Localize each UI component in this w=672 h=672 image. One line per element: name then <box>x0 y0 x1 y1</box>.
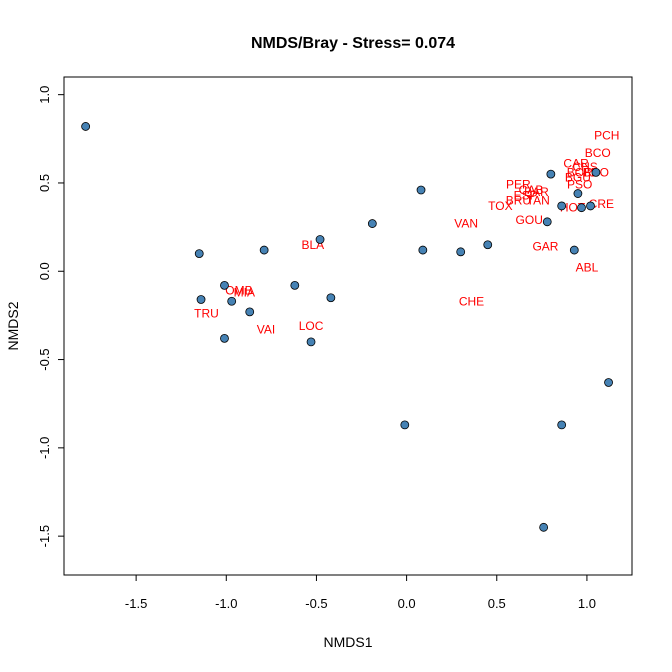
data-point <box>577 203 586 213</box>
x-tick-label: -0.5 <box>305 596 327 611</box>
data-point <box>315 235 325 244</box>
data-point <box>557 201 567 211</box>
x-tick-label: 1.0 <box>578 596 596 611</box>
data-point <box>400 420 410 430</box>
site-label-chs: CHS <box>572 160 597 174</box>
y-tick-label: -1.5 <box>37 525 52 547</box>
data-point <box>245 307 255 317</box>
x-tick-label: 0.0 <box>398 596 416 611</box>
y-axis-label: NMDS2 <box>5 301 21 350</box>
site-label-pso: PSO <box>567 178 592 192</box>
x-tick-label: -1.0 <box>215 596 237 611</box>
site-label-tan: TAN <box>527 194 550 208</box>
data-point <box>591 167 601 177</box>
site-label-mia: MIA <box>234 285 255 299</box>
site-label-abl: ABL <box>576 261 599 275</box>
site-label-bru: BRU <box>506 194 531 208</box>
site-label-van: VAN <box>454 217 478 231</box>
site-label-bgu: BGU <box>565 171 591 185</box>
data-point <box>196 295 206 304</box>
x-axis-label: NMDS1 <box>323 634 372 650</box>
data-point <box>220 280 229 290</box>
site-label-pch: PCH <box>594 128 619 142</box>
data-point <box>306 337 316 347</box>
chart-title: NMDS/Bray - Stress= 0.074 <box>251 35 455 52</box>
data-point <box>483 240 493 250</box>
site-label-car: CAR <box>563 157 589 171</box>
site-labels: PCHBCOCARCHSBORBDOBGUPSOPERCABBARESPBRUT… <box>194 128 619 336</box>
site-label-per: PER <box>506 178 531 192</box>
site-label-cre: CRE <box>589 197 614 211</box>
site-label-vai: VAI <box>257 323 275 337</box>
y-tick-label: -1.0 <box>37 437 52 459</box>
data-point <box>542 217 552 227</box>
y-axis: -1.5 -1.0 -0.5 0.0 0.5 1.0 <box>37 86 64 547</box>
site-label-cab: CAB <box>519 183 544 197</box>
site-label-che: CHE <box>459 294 484 308</box>
y-tick-label: -0.5 <box>37 348 52 370</box>
data-point <box>573 189 583 198</box>
data-point <box>456 247 466 257</box>
site-label-tru: TRU <box>194 307 219 321</box>
data-point <box>326 293 336 303</box>
data-point <box>416 185 426 195</box>
plot-frame <box>63 76 633 576</box>
site-label-tox: TOX <box>488 199 512 213</box>
site-label-bco: BCO <box>585 146 611 160</box>
data-point <box>557 420 567 430</box>
y-tick-label: 1.0 <box>37 86 52 104</box>
y-tick-label: 0.5 <box>37 174 52 192</box>
data-point <box>546 169 556 179</box>
site-points <box>81 122 613 532</box>
data-point <box>604 378 613 387</box>
data-point <box>367 219 377 228</box>
x-tick-label: -1.5 <box>125 596 147 611</box>
data-point <box>418 245 428 255</box>
site-label-gou: GOU <box>516 213 543 227</box>
site-label-bar: BAR <box>524 185 549 199</box>
data-point <box>194 249 204 258</box>
data-point <box>539 522 549 532</box>
data-point <box>569 245 579 255</box>
site-label-loc: LOC <box>299 319 324 333</box>
data-point <box>227 296 237 306</box>
site-label-omb: OMB <box>225 284 252 298</box>
x-axis: -1.5 -1.0 -0.5 0.0 0.5 1.0 <box>125 575 596 611</box>
data-point <box>586 201 595 211</box>
y-tick-label: 0.0 <box>37 262 52 280</box>
site-label-gar: GAR <box>532 240 558 254</box>
site-label-bor: BOR <box>567 165 593 179</box>
data-point <box>290 280 300 290</box>
data-point <box>81 122 91 131</box>
data-point <box>259 245 269 255</box>
x-tick-label: 0.5 <box>488 596 506 611</box>
data-point <box>220 333 229 343</box>
site-label-esp: ESP <box>514 188 538 202</box>
